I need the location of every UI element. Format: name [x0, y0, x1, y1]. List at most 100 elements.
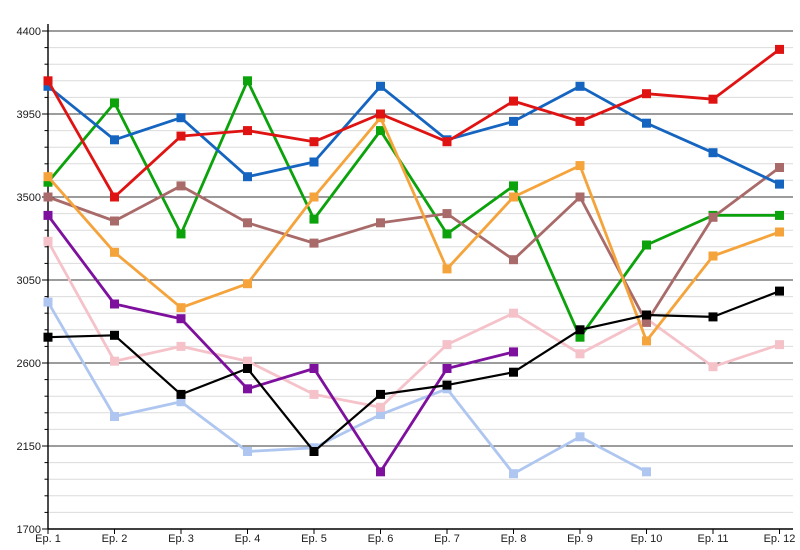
series-pink-line [46, 239, 781, 409]
series-brown-marker [442, 209, 452, 219]
series-orange-marker [442, 264, 452, 274]
series-pink-marker [43, 236, 53, 246]
series-lightblue [43, 297, 651, 479]
series-purple-marker [509, 347, 518, 357]
series-red [43, 44, 784, 202]
series-purple-marker [309, 364, 319, 373]
series-green-marker [442, 229, 452, 239]
series-pink-marker [376, 402, 385, 412]
series-blue-marker [243, 172, 252, 182]
series-red-marker [708, 94, 718, 104]
series-brown [43, 163, 784, 327]
series-brown-marker [243, 218, 252, 228]
series-red-marker [642, 89, 651, 99]
series-blue-marker [176, 113, 186, 123]
series-red-marker [176, 131, 186, 141]
series-orange-marker [509, 192, 518, 202]
x-tick-label: Ep. 8 [501, 533, 527, 545]
series-black-marker [176, 389, 186, 399]
series-green-marker [243, 76, 252, 86]
series-green-marker [642, 240, 651, 250]
x-tick-label: Ep. 2 [102, 533, 128, 545]
series-lightblue-line [46, 300, 648, 476]
series-green-marker [575, 332, 585, 342]
series-blue [43, 81, 784, 189]
series-blue-marker [309, 157, 319, 167]
x-tick-label: Ep. 6 [368, 533, 394, 545]
axes [47, 24, 793, 530]
x-tick-label: Ep. 3 [168, 533, 194, 545]
series-pink-marker [243, 356, 252, 366]
series-black-marker [442, 380, 452, 390]
y-tick-label: 3050 [17, 275, 41, 287]
series-blue-marker [642, 118, 651, 128]
series-pink-marker [575, 349, 585, 359]
y-tick-label: 4400 [17, 26, 41, 38]
series-black-marker [309, 447, 319, 456]
series-brown-marker [43, 192, 53, 202]
x-axis-ticks [47, 529, 780, 534]
y-axis-labels: 1700 2150 2600 3050 3500 3950 4400 [17, 26, 41, 536]
series-black-marker [110, 330, 119, 340]
minor-gridlines [48, 47, 793, 513]
y-tick-label: 2150 [17, 441, 41, 453]
series-purple-marker [176, 314, 186, 324]
series-black-marker [642, 310, 651, 320]
series-orange-line [46, 116, 781, 343]
series-green-marker [110, 98, 119, 108]
series-red-marker [575, 116, 585, 126]
series-red-line [46, 48, 781, 199]
series-orange-marker [176, 303, 186, 313]
series-black-marker [376, 389, 385, 399]
series-lightblue-marker [243, 447, 252, 456]
series-blue-marker [110, 135, 119, 145]
series-red-marker [442, 137, 452, 147]
series-orange-marker [243, 279, 252, 289]
series-pink-marker [442, 340, 452, 350]
x-axis-labels: Ep. 1 Ep. 2 Ep. 3 Ep. 4 Ep. 5 Ep. 6 Ep. 7 Ep. 8… [35, 533, 795, 545]
x-tick-label: Ep. 7 [434, 533, 460, 545]
series-black-marker [708, 312, 718, 322]
series-orange-marker [309, 192, 319, 202]
series-lightblue-marker [176, 397, 186, 407]
series-blue-marker [708, 148, 718, 158]
x-tick-label: Ep. 5 [301, 533, 327, 545]
series-red-marker [110, 192, 119, 202]
y-tick-label: 3500 [17, 192, 41, 204]
series-purple-marker [110, 299, 119, 309]
x-tick-label: Ep. 9 [567, 533, 593, 545]
series-orange-marker [775, 227, 784, 237]
x-tick-label: Ep. 4 [235, 533, 261, 545]
series-blue-marker [43, 81, 53, 91]
series-purple-marker [442, 364, 452, 373]
series-red-marker [43, 76, 53, 86]
y-tick-label: 2600 [17, 358, 41, 370]
series-orange [43, 113, 784, 346]
series-black-marker [509, 367, 518, 377]
series-green-marker [43, 177, 53, 187]
series-brown-marker [509, 255, 518, 265]
y-tick-label: 1700 [17, 524, 41, 536]
x-tick-label: Ep. 11 [698, 533, 729, 545]
series-orange-marker [708, 251, 718, 261]
series-orange-marker [110, 247, 119, 257]
series-brown-marker [176, 181, 186, 191]
series-brown-marker [376, 218, 385, 228]
y-tick-label: 3950 [17, 109, 41, 121]
series-green [43, 76, 784, 342]
series-pink-marker [509, 308, 518, 318]
series-brown-marker [110, 216, 119, 226]
series-black-marker [243, 364, 252, 373]
series-brown-line [46, 166, 781, 324]
series-black-line [46, 290, 781, 453]
series-lightblue-marker [43, 297, 53, 307]
series-blue-line [46, 84, 781, 186]
series-brown-marker [775, 163, 784, 172]
series-black [43, 286, 784, 456]
series-blue-marker [509, 116, 518, 126]
series-purple-marker [43, 210, 53, 220]
x-tick-label: Ep. 12 [764, 533, 796, 545]
major-gridlines [48, 30, 793, 530]
y-axis-ticks [42, 30, 48, 530]
